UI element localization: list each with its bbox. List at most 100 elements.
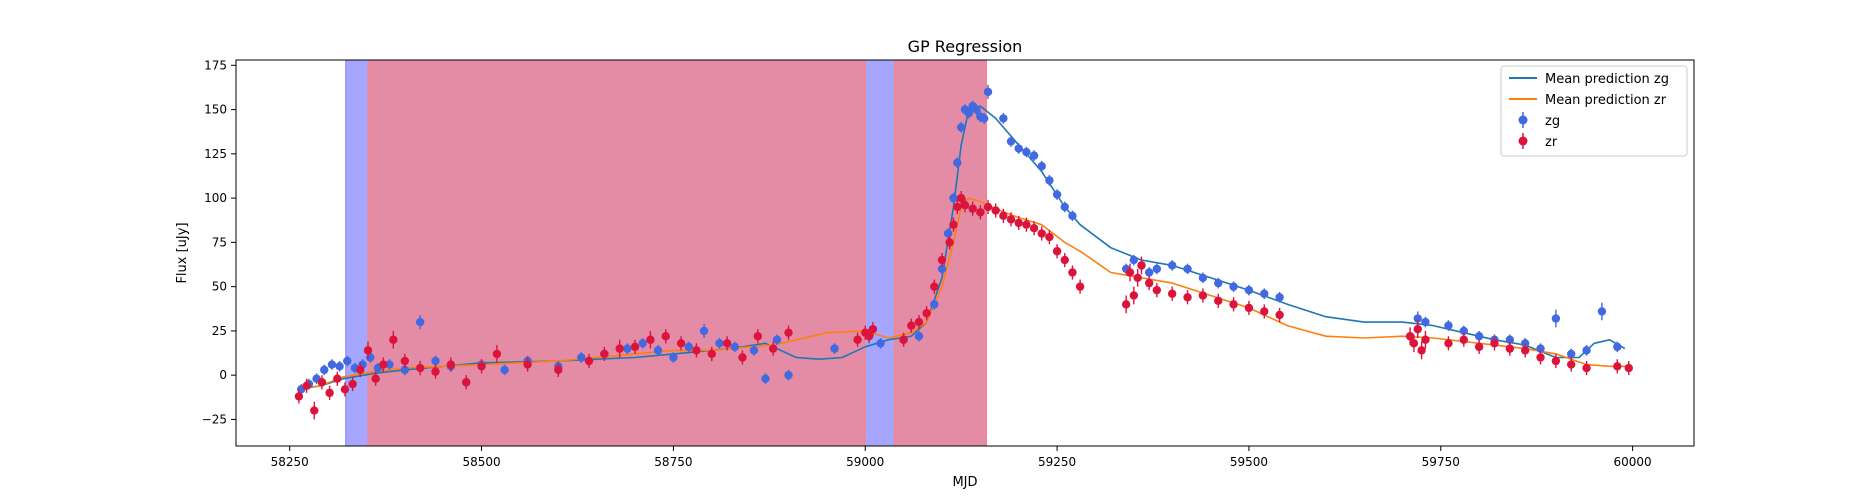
zg-point <box>1214 278 1223 288</box>
zg-point <box>772 335 782 344</box>
zr-point <box>1183 293 1192 302</box>
zg-point <box>415 317 425 327</box>
zr-point <box>340 385 350 394</box>
zr-point <box>1125 268 1135 277</box>
zr-point <box>1137 261 1146 270</box>
zg-point <box>343 356 352 366</box>
zg-point <box>830 344 839 353</box>
zg-point <box>953 158 962 167</box>
zr-point <box>615 344 624 353</box>
zr-point <box>960 200 970 210</box>
zg-point <box>1260 289 1269 298</box>
zr-point <box>1214 296 1223 306</box>
zg-point <box>1006 137 1016 146</box>
zr-point <box>1275 310 1284 320</box>
zg-point <box>1520 339 1530 348</box>
zg-point <box>1459 326 1468 336</box>
zr-point <box>1144 278 1154 288</box>
y-tick-label: 50 <box>212 280 227 294</box>
zr-point <box>999 211 1008 221</box>
legend-label-zr: zr <box>1545 135 1558 150</box>
zr-point <box>676 339 686 348</box>
zr-point <box>1121 300 1131 309</box>
x-tick-label: 59250 <box>1038 455 1076 469</box>
zr-point <box>600 349 609 359</box>
zr-point <box>1551 356 1561 366</box>
zg-point <box>937 264 947 274</box>
zg-point <box>914 332 924 341</box>
x-axis-ticks: 58250 58500 58750 59000 59250 59500 59750 60000 <box>271 446 1652 469</box>
zg-point <box>320 365 329 375</box>
y-tick-label: 75 <box>212 235 227 249</box>
legend-marker-zr <box>1518 136 1528 146</box>
zr-point <box>389 335 398 344</box>
zr-point <box>661 332 670 341</box>
zr-point <box>768 344 778 353</box>
zr-point <box>1582 363 1591 373</box>
zr-point <box>1520 346 1530 355</box>
y-axis-ticks: −25 0 25 50 75 100 125 150 175 <box>202 58 236 426</box>
zr-point <box>784 328 793 337</box>
zr-point <box>415 363 425 373</box>
zg-point <box>1536 344 1545 353</box>
zr-point <box>937 255 947 265</box>
zg-point <box>972 105 981 114</box>
x-tick-label: 58250 <box>271 455 309 469</box>
y-tick-label: 125 <box>204 147 227 161</box>
y-tick-label: 0 <box>219 368 227 382</box>
zr-point <box>554 365 563 375</box>
zr-point <box>922 309 931 318</box>
zr-point <box>1505 344 1515 353</box>
zg-point <box>1597 307 1607 316</box>
zr-point <box>317 378 327 387</box>
zr-point <box>1444 339 1453 348</box>
zg-point <box>623 344 632 353</box>
zg-point <box>1183 264 1192 274</box>
zr-shaded-region <box>367 60 866 446</box>
zg-point <box>1022 147 1031 157</box>
zr-point <box>363 346 373 355</box>
legend-marker-zg <box>1518 115 1528 125</box>
zr-point <box>1075 282 1085 291</box>
zg-point <box>715 339 724 348</box>
zg-point <box>431 356 440 366</box>
zg-point <box>943 229 953 238</box>
zr-point <box>949 220 958 229</box>
series-points <box>294 84 1633 420</box>
zg-point <box>1129 255 1139 265</box>
zg-point <box>1613 342 1622 352</box>
zr-point <box>864 332 874 341</box>
zr-point <box>630 342 640 352</box>
legend-box <box>1500 65 1688 157</box>
zg-point <box>1167 261 1177 270</box>
zr-point <box>991 206 1000 215</box>
legend: Mean prediction zg Mean prediction zr zg… <box>1500 65 1688 157</box>
zr-point <box>462 378 471 387</box>
zg-point <box>730 342 739 352</box>
x-tick-label: 58750 <box>654 455 692 469</box>
zg-point <box>1037 162 1046 171</box>
zr-point <box>302 381 311 390</box>
legend-label-zg: zg <box>1545 114 1560 129</box>
zg-point <box>699 326 709 336</box>
zr-point <box>1229 300 1238 309</box>
zg-point <box>1444 321 1453 330</box>
zg-point <box>1045 176 1054 185</box>
zr-point <box>907 321 916 330</box>
y-tick-label: 25 <box>212 324 227 338</box>
zr-point <box>1405 332 1415 341</box>
zg-point <box>964 108 974 118</box>
zr-point <box>1045 232 1054 242</box>
zg-point <box>979 114 989 123</box>
zr-point <box>379 360 388 369</box>
zr-point <box>753 332 763 341</box>
zr-point <box>1417 346 1426 355</box>
zg-point <box>749 346 759 355</box>
zr-point <box>492 349 502 359</box>
x-tick-label: 59000 <box>846 455 884 469</box>
plot-frame <box>235 59 1695 447</box>
zr-point <box>956 193 966 203</box>
zg-point <box>949 193 958 203</box>
zg-point <box>930 300 939 309</box>
